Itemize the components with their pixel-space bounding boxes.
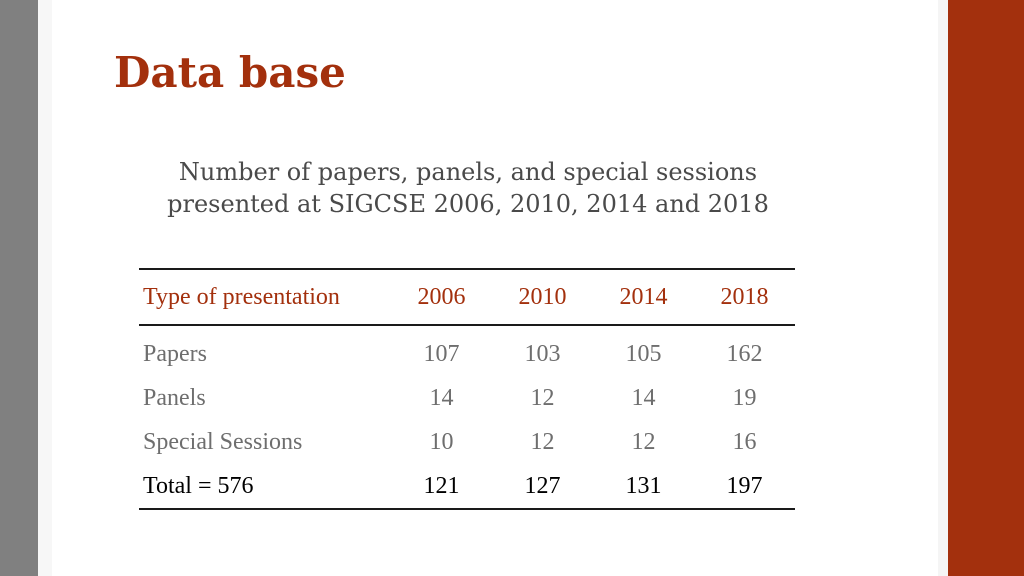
cell-2010: 127	[492, 464, 593, 510]
cell-2018: 197	[694, 464, 795, 510]
row-label: Special Sessions	[143, 428, 303, 455]
cell-2018: 19	[732, 384, 757, 411]
header-2010: 2010	[492, 268, 593, 326]
row-label: Panels	[143, 384, 206, 411]
cell-2014: 14	[631, 384, 656, 411]
row-label: Papers	[143, 340, 207, 367]
cell-2014: 105	[625, 340, 662, 367]
caption-line-1: Number of papers, panels, and special se…	[178, 158, 758, 186]
table-row-papers: Papers 107 103 105 162	[139, 325, 795, 376]
header-2006: 2006	[391, 268, 492, 326]
row-label: Total = 576	[139, 464, 391, 510]
cell-2006: 107	[423, 340, 460, 367]
table-row-special-sessions: Special Sessions 10 12 12 16	[139, 420, 795, 464]
cell-2006: 14	[429, 384, 454, 411]
left-decorative-bar	[0, 0, 38, 576]
right-accent-bar	[948, 0, 1024, 576]
table-caption: Number of papers, panels, and special se…	[140, 156, 796, 220]
slide-title: Data base	[114, 48, 346, 97]
cell-2006: 10	[429, 428, 454, 455]
header-2014: 2014	[593, 268, 694, 326]
cell-2014: 131	[593, 464, 694, 510]
left-inner-strip	[38, 0, 52, 576]
table-row-panels: Panels 14 12 14 19	[139, 376, 795, 420]
cell-2010: 12	[530, 428, 555, 455]
cell-2006: 121	[391, 464, 492, 510]
header-type: Type of presentation	[139, 268, 391, 326]
cell-2018: 162	[726, 340, 763, 367]
cell-2010: 12	[530, 384, 555, 411]
table-header-row: Type of presentation 2006 2010 2014 2018	[139, 268, 795, 326]
cell-2010: 103	[524, 340, 561, 367]
cell-2018: 16	[732, 428, 757, 455]
right-inner-strip	[938, 0, 948, 576]
cell-2014: 12	[631, 428, 656, 455]
caption-line-2: presented at SIGCSE 2006, 2010, 2014 and…	[167, 190, 769, 218]
table-row-total: Total = 576 121 127 131 197	[139, 464, 795, 510]
presentations-table: Type of presentation 2006 2010 2014 2018…	[139, 268, 795, 510]
header-2018: 2018	[694, 268, 795, 326]
